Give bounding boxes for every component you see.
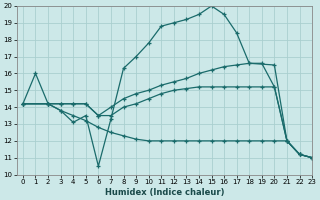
X-axis label: Humidex (Indice chaleur): Humidex (Indice chaleur) [105, 188, 224, 197]
